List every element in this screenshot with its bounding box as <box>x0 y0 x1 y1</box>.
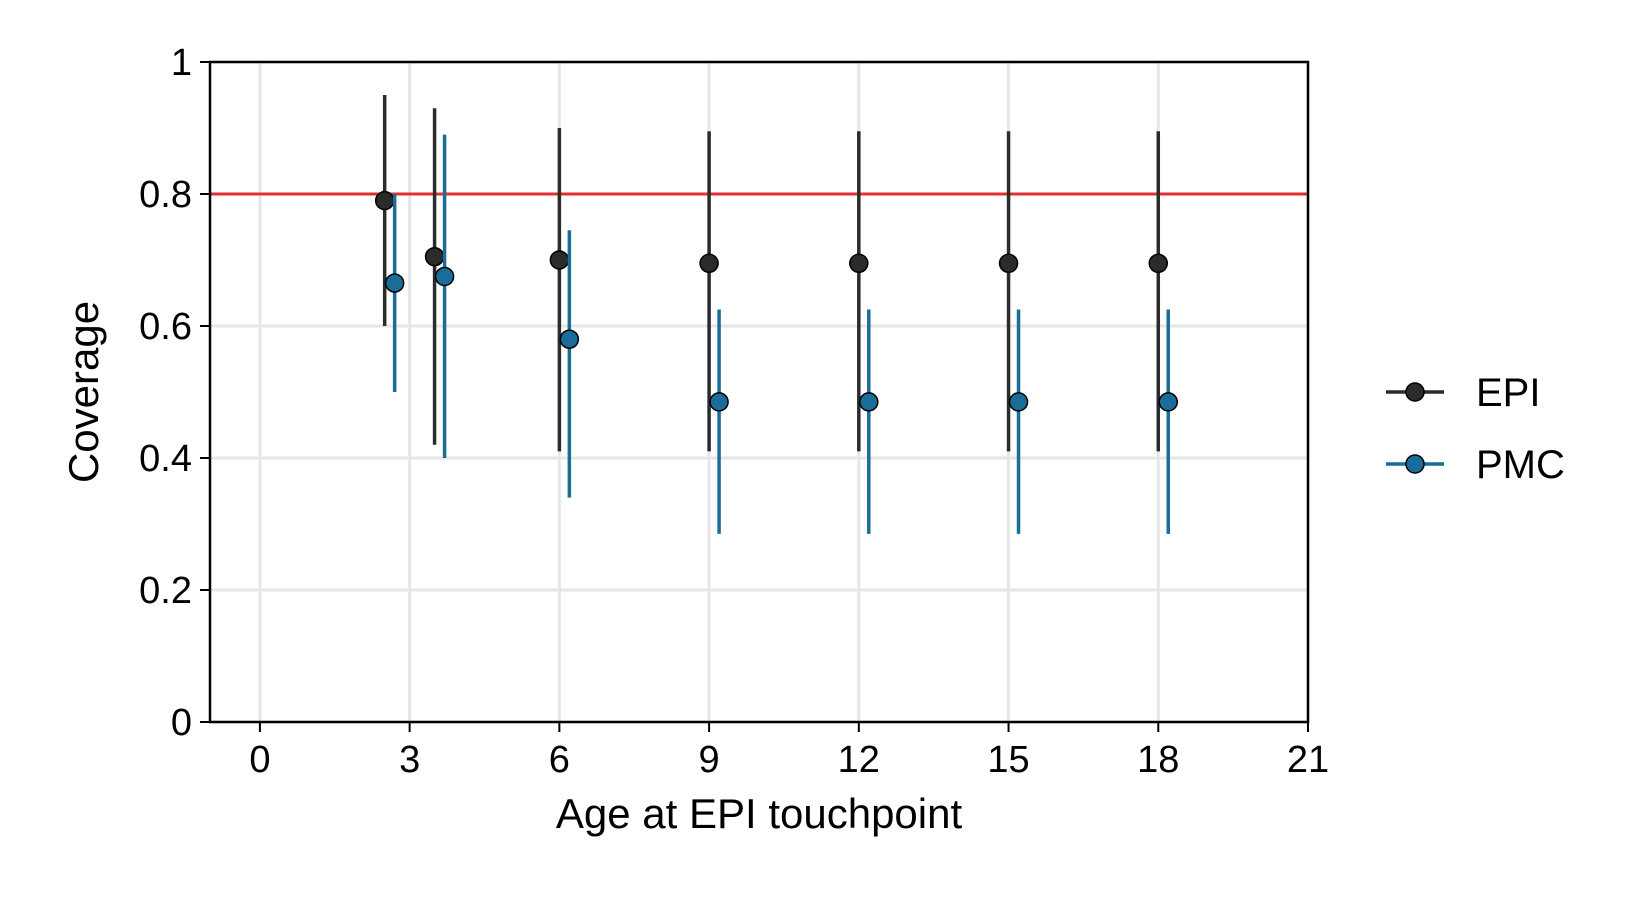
epi-point <box>849 253 869 274</box>
x-tick-label: 18 <box>1137 739 1179 781</box>
x-tick-label: 3 <box>399 739 420 781</box>
legend-item-pmc: PMC <box>1386 443 1565 487</box>
epi-point <box>549 250 570 270</box>
pmc-point <box>709 392 729 412</box>
epi-point <box>374 190 395 211</box>
legend-label: PMC <box>1476 443 1565 487</box>
pmc-point <box>1008 392 1029 412</box>
legend-key-point <box>1405 454 1425 474</box>
y-axis-title: Coverage <box>60 301 107 483</box>
x-tick-label: 6 <box>549 739 570 781</box>
pmc-point <box>434 266 455 287</box>
pmc-point <box>384 273 405 293</box>
pmc-point <box>1158 392 1179 412</box>
epi-point <box>424 246 445 267</box>
y-tick-label: 1 <box>171 42 192 84</box>
series-pmc <box>384 134 1179 534</box>
grid <box>210 60 1310 724</box>
legend: EPI PMC <box>1386 371 1565 487</box>
legend-item-epi: EPI <box>1386 371 1540 415</box>
y-tick-label: 0.6 <box>139 306 192 348</box>
x-axis-title: Age at EPI touchpoint <box>556 790 963 837</box>
data-marks <box>374 95 1179 534</box>
x-tick-label: 9 <box>699 739 720 781</box>
epi-point <box>998 253 1019 274</box>
plot-panel-border <box>208 60 1310 724</box>
y-tick-label: 0.4 <box>139 438 192 480</box>
series-epi <box>374 95 1169 452</box>
y-tick-label: 0.8 <box>139 174 192 216</box>
x-tick-label: 15 <box>987 739 1029 781</box>
pmc-point <box>559 329 580 349</box>
x-tick-label: 21 <box>1287 739 1329 781</box>
epi-point <box>1148 253 1169 274</box>
y-tick-label: 0 <box>171 702 192 744</box>
pmc-point <box>859 392 879 412</box>
epi-point <box>699 253 719 274</box>
legend-key-point <box>1405 382 1425 402</box>
x-tick-label: 12 <box>838 739 880 781</box>
x-tick-label: 0 <box>249 739 270 781</box>
y-tick-label: 0.2 <box>139 570 192 612</box>
axis-ticks: 0 3 6 9 12 15 18 21 0 0.2 0.4 0.6 0.8 1 <box>139 42 1329 781</box>
legend-label: EPI <box>1476 371 1540 415</box>
